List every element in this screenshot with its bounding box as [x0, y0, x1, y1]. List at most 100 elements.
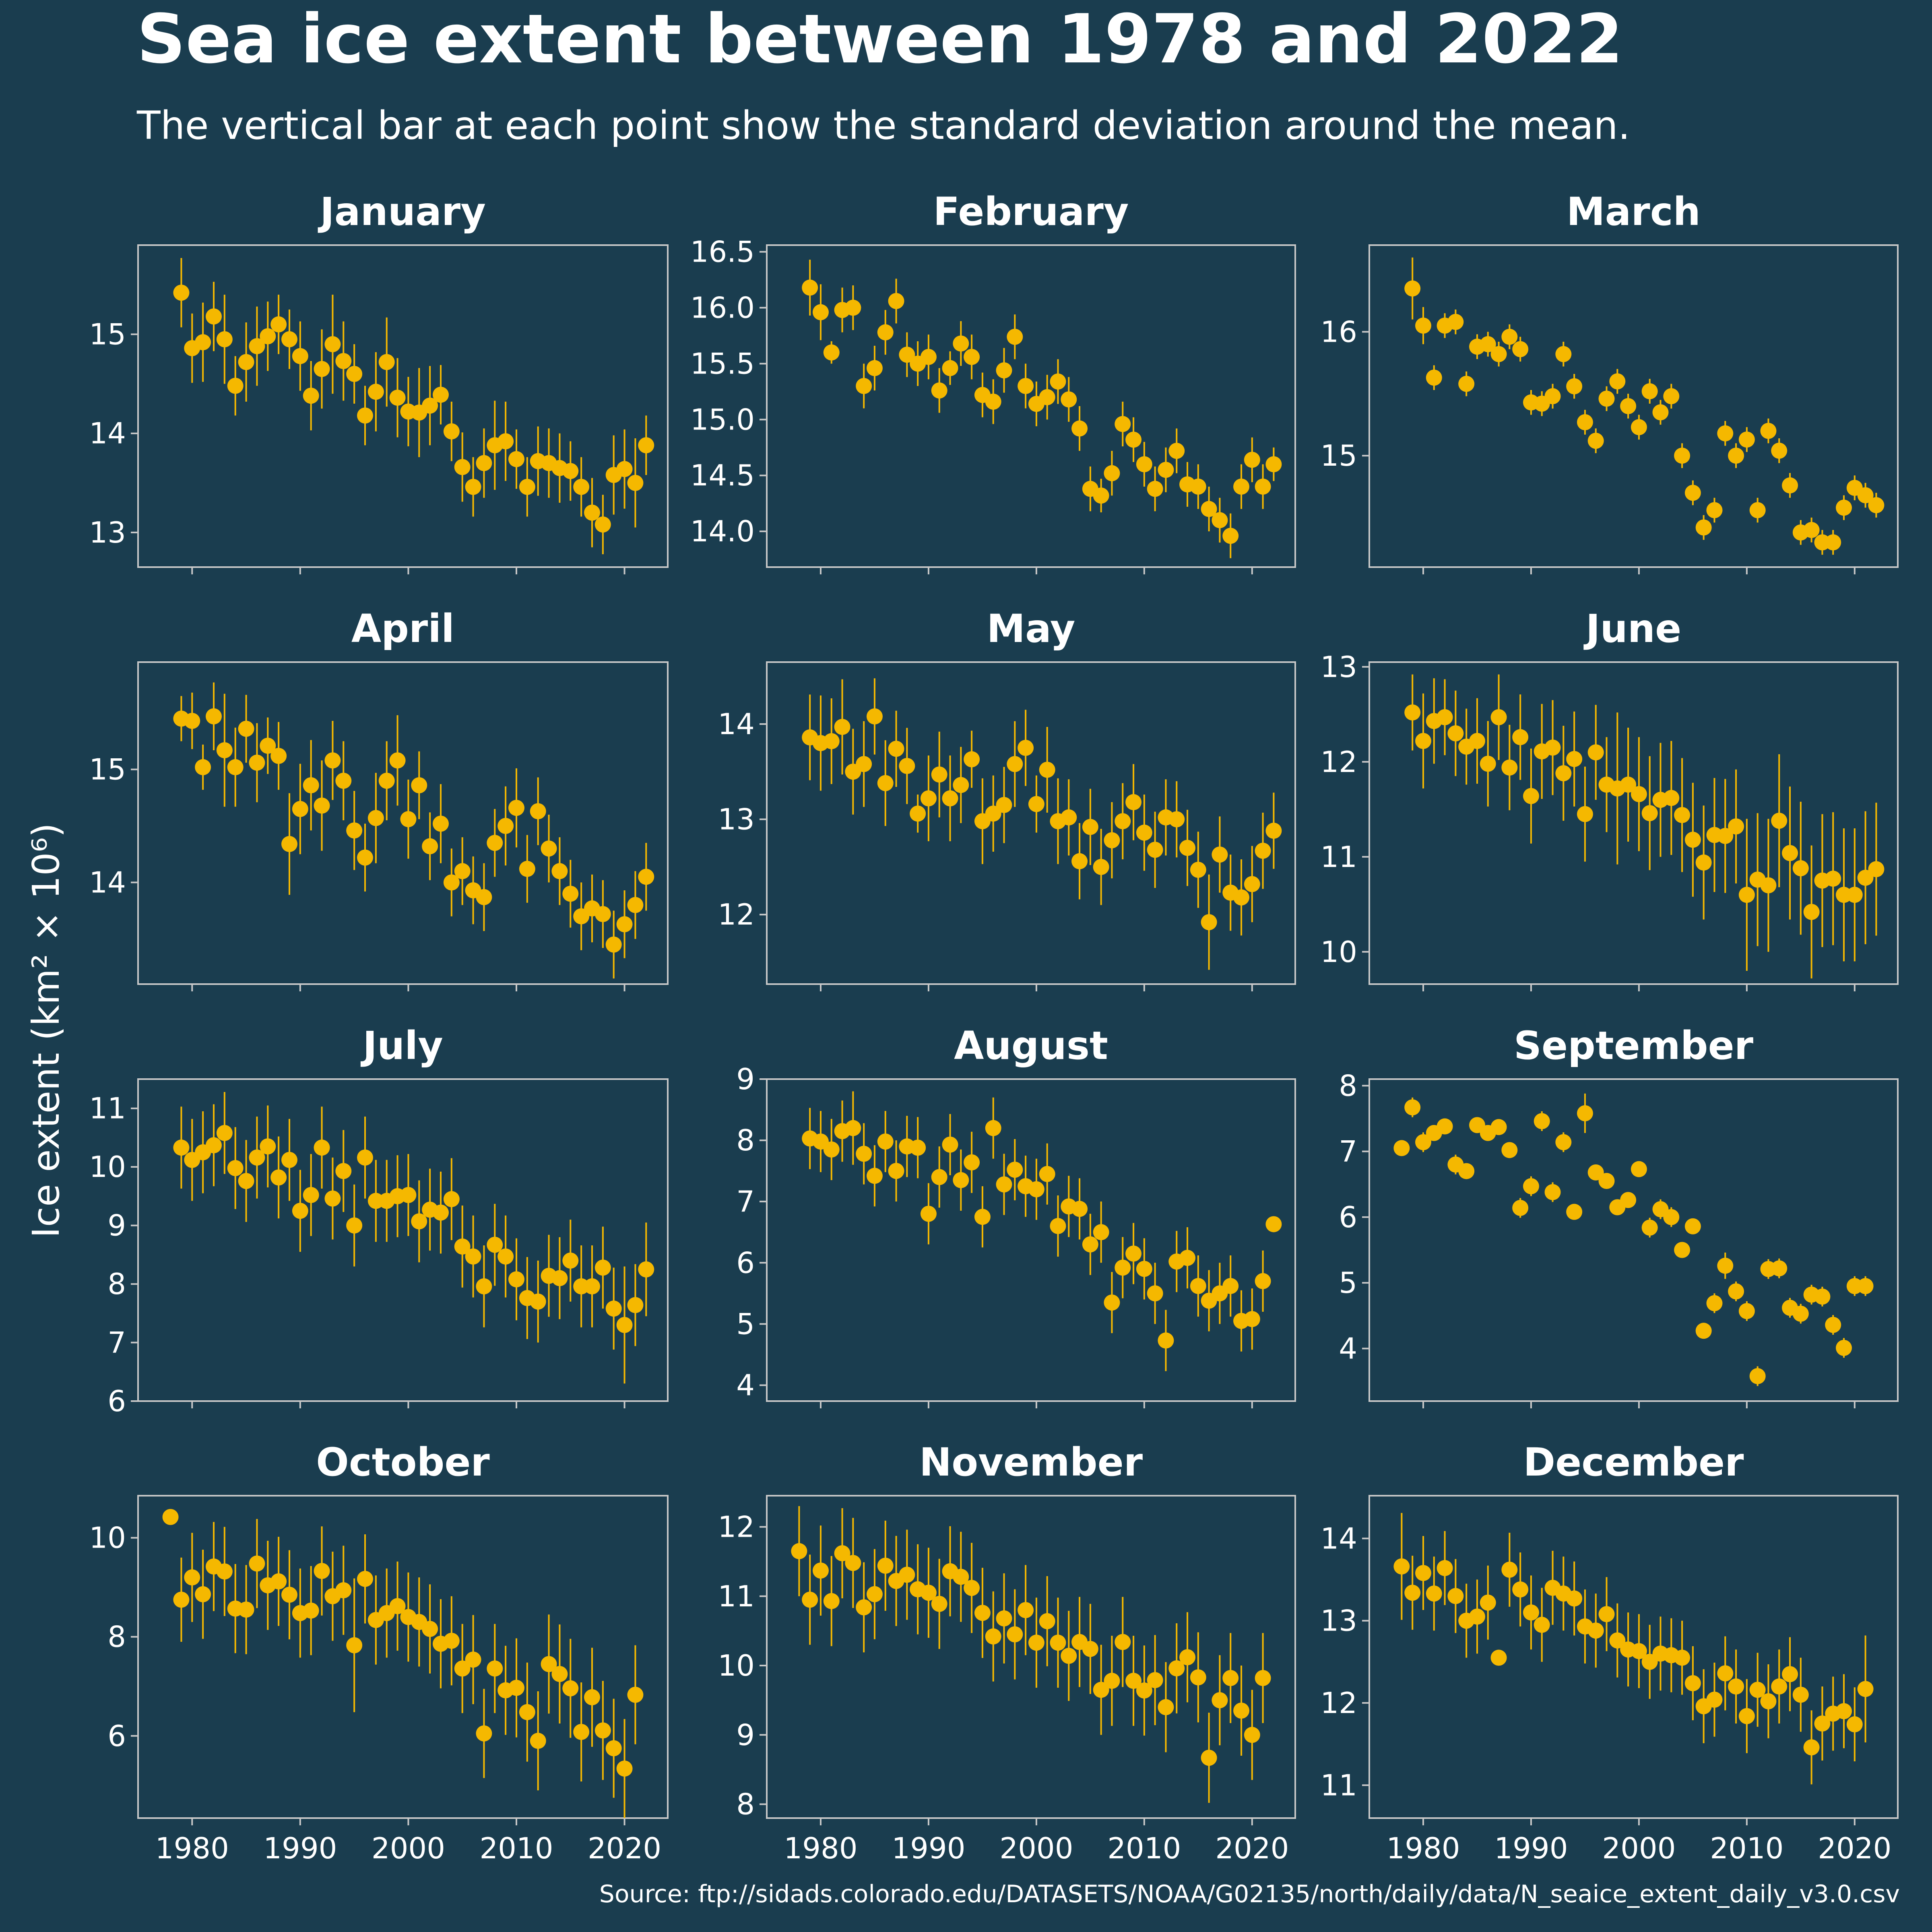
data-point [1609, 373, 1626, 390]
data-point [1255, 479, 1271, 495]
data-point [562, 463, 579, 479]
data-point [1577, 414, 1593, 430]
data-point [616, 1760, 633, 1777]
data-point [1534, 1616, 1550, 1633]
x-tick-label: 2010 [479, 1831, 553, 1865]
data-point [1447, 1588, 1464, 1604]
data-point [378, 772, 395, 789]
data-point [324, 752, 341, 769]
data-point [1190, 861, 1206, 878]
data-point [1469, 733, 1485, 749]
data-point [1825, 871, 1841, 887]
data-point [1082, 1641, 1098, 1657]
data-point [899, 347, 915, 363]
data-point [346, 822, 363, 839]
data-point [1555, 765, 1572, 782]
y-tick-label: 8 [107, 1267, 126, 1301]
x-tick-label: 1990 [892, 1831, 965, 1865]
y-tick-label: 5 [736, 1307, 755, 1341]
data-point [1782, 845, 1798, 861]
data-point [1007, 1162, 1023, 1178]
x-tick-label: 2020 [1215, 1831, 1289, 1865]
data-point [1695, 854, 1712, 871]
data-point [206, 1137, 222, 1154]
data-point [184, 1569, 200, 1586]
data-point [1404, 280, 1421, 297]
data-point [324, 1190, 341, 1207]
panel-frame-november [766, 1495, 1296, 1819]
panel-title-october: October [316, 1440, 490, 1485]
data-point [497, 818, 514, 834]
data-point [1255, 1273, 1271, 1289]
data-point [1587, 1622, 1604, 1639]
data-point [465, 1248, 481, 1265]
data-point [443, 1191, 460, 1208]
y-tick-label: 15.0 [690, 402, 755, 436]
panel-title-may: May [987, 606, 1075, 651]
data-point [238, 1601, 254, 1618]
data-point [823, 733, 840, 749]
data-point [627, 1297, 644, 1313]
data-point [530, 1733, 546, 1749]
data-point [877, 1133, 894, 1150]
data-point [856, 1599, 872, 1616]
data-point [1825, 534, 1841, 551]
data-point [1136, 1261, 1152, 1277]
data-point [931, 1596, 947, 1612]
panel-may: May 12 13 14 [718, 606, 1296, 991]
data-point [1523, 1178, 1539, 1195]
data-point [1501, 759, 1518, 776]
data-point [605, 1740, 622, 1757]
data-point [1244, 452, 1260, 468]
data-point [845, 1555, 861, 1571]
data-point [508, 1680, 524, 1696]
x-tick-label: 2010 [1710, 1831, 1783, 1865]
data-point [357, 407, 373, 424]
y-tick-label: 11 [1320, 1768, 1357, 1802]
y-tick-label: 7 [736, 1185, 755, 1218]
data-point [1007, 756, 1023, 772]
data-point [1760, 877, 1777, 894]
data-point [1115, 1634, 1131, 1650]
data-point [920, 349, 937, 365]
data-point [260, 737, 276, 754]
data-point [487, 835, 503, 851]
data-point [422, 838, 438, 855]
data-point [1598, 1173, 1615, 1189]
y-tick-label: 12 [1320, 745, 1357, 779]
data-point [206, 308, 222, 325]
y-tick-label: 9 [107, 1209, 126, 1243]
data-point [216, 742, 233, 758]
data-point [1426, 369, 1442, 386]
data-point [476, 889, 492, 905]
data-point [1147, 1672, 1163, 1688]
data-point [964, 751, 980, 768]
data-point [378, 354, 395, 370]
data-point [1244, 1727, 1260, 1743]
panel-october: October 6 8 10 1980 1990 2000 2010 2020 [89, 1440, 669, 1865]
x-tick-label: 2020 [1818, 1831, 1891, 1865]
data-point [411, 777, 427, 793]
data-point [346, 366, 363, 382]
data-point [1836, 1340, 1852, 1356]
data-point [605, 1300, 622, 1317]
data-point [227, 759, 244, 776]
data-point [1609, 1632, 1626, 1649]
data-point [1265, 456, 1282, 473]
data-point [1104, 465, 1120, 481]
data-point [974, 1605, 991, 1621]
data-point [324, 336, 341, 353]
data-point [1868, 861, 1885, 877]
data-point [1684, 832, 1701, 848]
data-point [1168, 811, 1185, 828]
data-point [616, 916, 633, 933]
data-point [1706, 1295, 1723, 1311]
data-point [508, 1271, 524, 1288]
data-point [1168, 1660, 1185, 1676]
data-point [1158, 1699, 1174, 1715]
data-point [1447, 314, 1464, 330]
data-point [996, 362, 1012, 379]
data-point [638, 1261, 654, 1278]
data-point [942, 790, 958, 807]
data-point [389, 1598, 406, 1614]
